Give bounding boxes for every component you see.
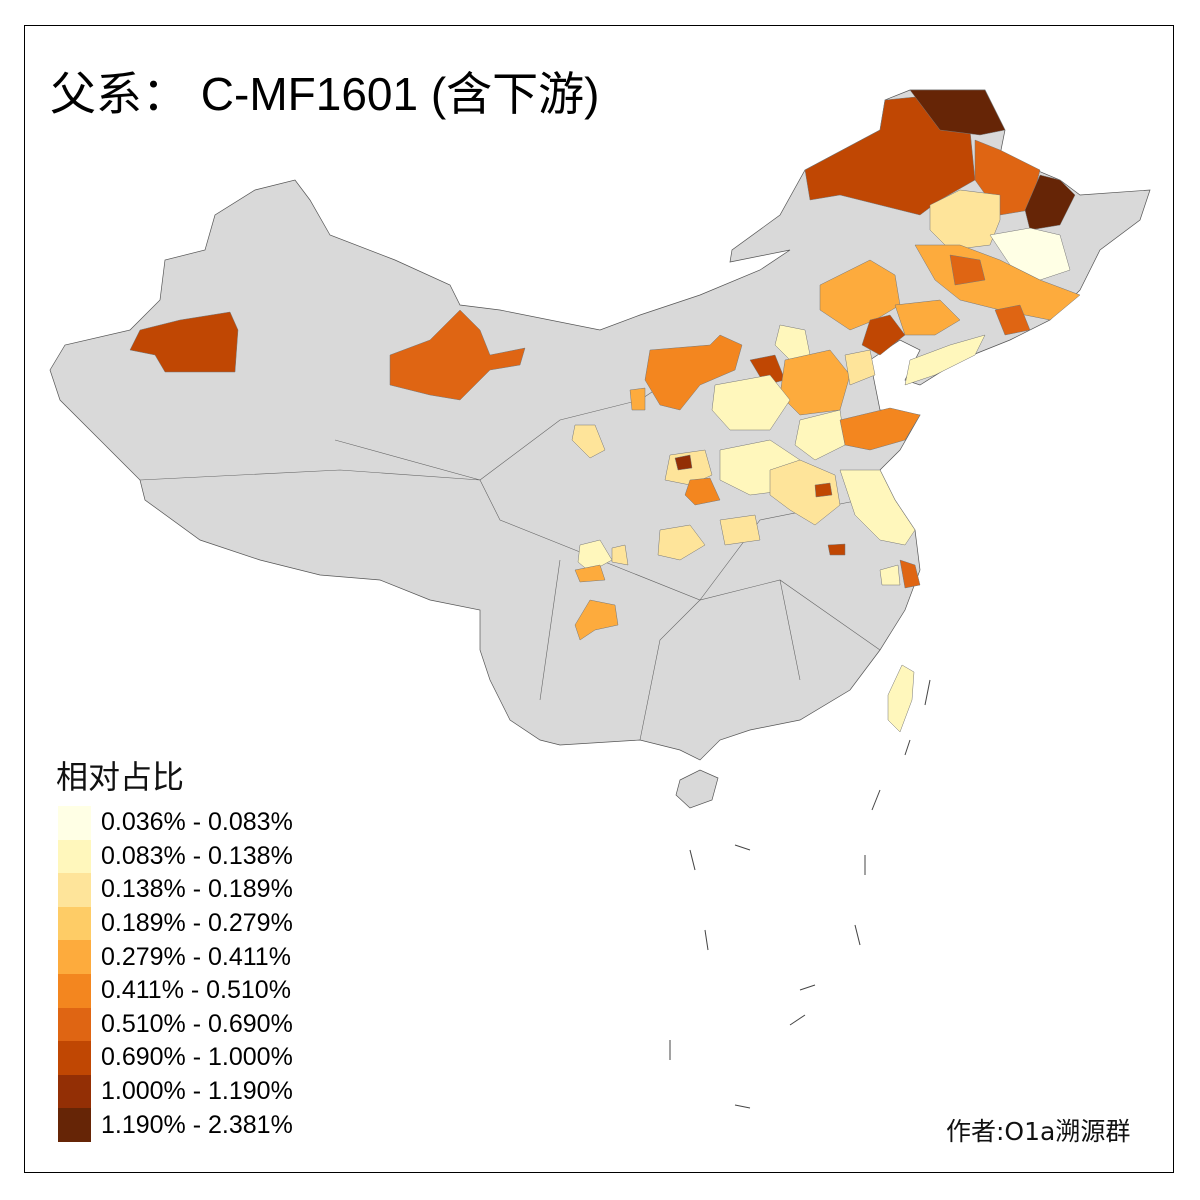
legend-item: 0.036% - 0.083%: [58, 806, 293, 840]
legend-item: 0.510% - 0.690%: [58, 1007, 293, 1042]
region: [644, 334, 743, 411]
legend-swatch: [58, 1074, 91, 1109]
legend-item: 0.083% - 0.138%: [58, 839, 293, 874]
region: [389, 309, 526, 401]
legend-label: 0.138% - 0.189%: [101, 875, 293, 904]
region: [719, 514, 761, 546]
legend-swatch: [58, 1007, 91, 1042]
region: [894, 299, 961, 336]
legend-swatch: [58, 906, 91, 941]
legend-swatch: [58, 973, 91, 1008]
legend-swatch: [58, 1041, 91, 1075]
region: [611, 544, 629, 566]
legend-label: 1.000% - 1.190%: [101, 1077, 293, 1106]
region: [839, 469, 916, 546]
legend-item: 1.000% - 1.190%: [58, 1074, 293, 1109]
legend-item: 1.190% - 2.381%: [58, 1108, 293, 1142]
region: [769, 459, 841, 526]
legend-swatch: [58, 839, 91, 874]
region: [674, 454, 693, 471]
region: [879, 564, 901, 586]
map-frame: [24, 25, 1174, 1173]
legend-label: 0.411% - 0.510%: [101, 976, 291, 1005]
legend-title: 相对占比: [56, 758, 185, 796]
region: [571, 424, 606, 459]
author-credit: 作者:O1a溯源群: [946, 1117, 1131, 1146]
legend-item: 0.189% - 0.279%: [58, 906, 293, 941]
region: [1024, 174, 1076, 231]
legend-swatch: [58, 806, 91, 840]
region: [929, 189, 1001, 251]
taiwan: [887, 664, 915, 733]
region: [844, 349, 876, 386]
map-title: 父系： C-MF1601 (含下游): [50, 68, 600, 120]
region: [129, 311, 239, 373]
region: [574, 564, 606, 583]
legend-item: 0.690% - 1.000%: [58, 1041, 293, 1075]
region: [711, 374, 791, 431]
region: [904, 334, 986, 386]
region: [827, 543, 846, 556]
region: [814, 482, 833, 498]
region: [839, 407, 921, 451]
legend-label: 0.036% - 0.083%: [101, 808, 293, 837]
region: [949, 254, 986, 286]
legend-label: 0.690% - 1.000%: [101, 1043, 293, 1072]
region: [657, 524, 706, 561]
region: [574, 599, 619, 641]
legend-item: 0.279% - 0.411%: [58, 940, 293, 974]
region: [577, 539, 613, 573]
region: [909, 89, 1006, 136]
legend-item: 0.411% - 0.510%: [58, 973, 293, 1008]
legend-swatch: [58, 1108, 91, 1142]
region: [861, 314, 906, 356]
region: [819, 259, 901, 331]
mainland-china: [49, 89, 1151, 761]
legend-label: 1.190% - 2.381%: [101, 1110, 293, 1139]
legend: 0.036% - 0.083% 0.083% - 0.138% 0.138% -…: [58, 806, 293, 1142]
region: [794, 409, 846, 461]
legend-swatch: [58, 940, 91, 974]
legend-label: 0.083% - 0.138%: [101, 841, 293, 870]
legend-label: 0.279% - 0.411%: [101, 942, 291, 971]
legend-swatch: [58, 873, 91, 907]
region: [804, 94, 976, 216]
hainan: [675, 769, 719, 809]
legend-label: 0.189% - 0.279%: [101, 909, 293, 938]
legend-label: 0.510% - 0.690%: [101, 1009, 293, 1038]
region: [899, 559, 921, 589]
region: [994, 304, 1031, 336]
region: [684, 477, 721, 506]
region: [629, 387, 646, 411]
legend-item: 0.138% - 0.189%: [58, 873, 293, 907]
